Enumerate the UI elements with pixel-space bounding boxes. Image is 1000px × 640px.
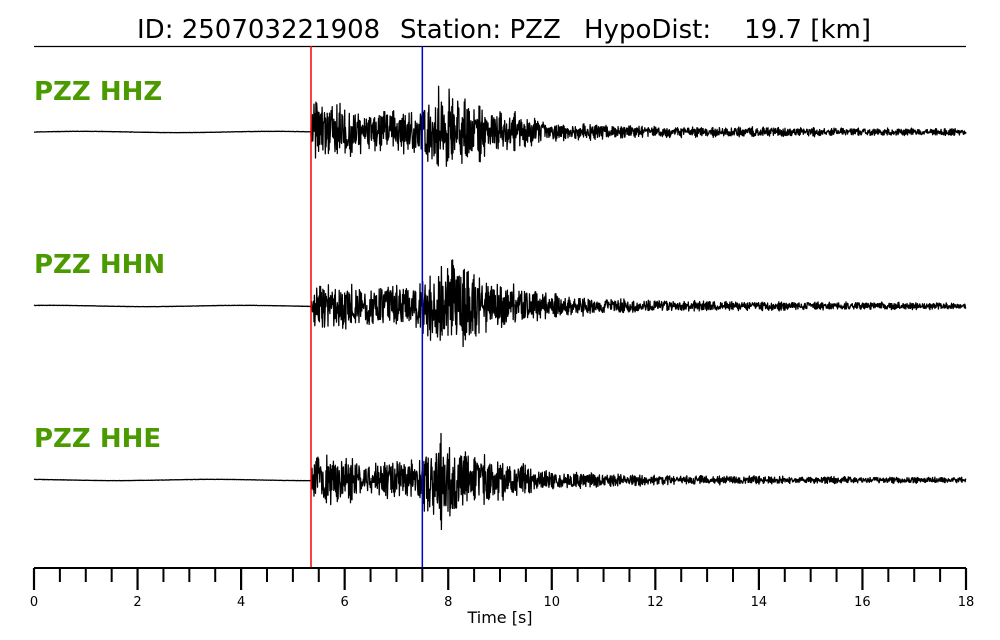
picks-group bbox=[310, 46, 424, 568]
x-tick-label: 10 bbox=[544, 595, 561, 610]
x-axis-label: Time [s] bbox=[466, 608, 532, 627]
x-tick-label: 2 bbox=[133, 595, 141, 610]
x-tick-label: 4 bbox=[237, 595, 245, 610]
title-event-id: ID: 250703221908 bbox=[137, 15, 380, 45]
traces-group bbox=[33, 85, 967, 531]
trace-pzz-hhz bbox=[33, 85, 967, 167]
x-axis: 0 2 4 6 8 10 12 14 16 18 bbox=[30, 567, 975, 610]
trace-label-pzz-hhe: PZZ HHE bbox=[34, 424, 161, 454]
x-tick-label: 16 bbox=[854, 595, 871, 610]
x-tick-label: 8 bbox=[444, 595, 452, 610]
trace-label-pzz-hhz: PZZ HHZ bbox=[34, 77, 162, 107]
trace-labels-group: PZZ HHZ PZZ HHN PZZ HHE bbox=[34, 77, 165, 454]
trace-pzz-hhn bbox=[33, 259, 967, 348]
x-tick-label: 14 bbox=[751, 595, 768, 610]
x-tick-label: 12 bbox=[647, 595, 664, 610]
x-tick-label: 0 bbox=[30, 595, 38, 610]
title-station: Station: PZZ bbox=[400, 15, 561, 45]
title-hypodist: HypoDist: 19.7 [km] bbox=[584, 15, 871, 45]
trace-pzz-hhe bbox=[33, 432, 967, 531]
x-tick-label: 18 bbox=[958, 595, 975, 610]
trace-label-pzz-hhn: PZZ HHN bbox=[34, 250, 165, 280]
x-tick-label: 6 bbox=[341, 595, 349, 610]
